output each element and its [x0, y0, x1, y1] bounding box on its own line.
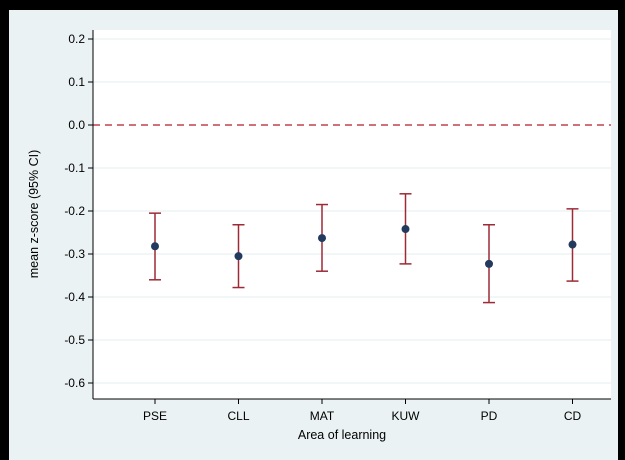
x-axis-title: Area of learning	[298, 428, 386, 442]
x-tick-label: PSE	[143, 409, 167, 423]
chart-panel: 0.2 0.1 0.0 -0.1 -0.2 -0.3 -0.4 -0.5 -0.6 PSE CLL…	[9, 10, 618, 460]
error-bar-group	[483, 224, 495, 304]
plot-area	[93, 30, 611, 399]
y-tick-label: -0.5	[64, 333, 85, 347]
data-point	[568, 240, 577, 249]
x-tick-label: CLL	[227, 409, 249, 423]
data-point	[485, 259, 493, 268]
y-tick-label: -0.3	[64, 247, 85, 261]
error-bar-group	[316, 203, 328, 272]
y-tick-label: 0.1	[68, 75, 85, 89]
error-bar-group	[566, 208, 579, 282]
error-bar-group	[232, 224, 245, 289]
data-point	[318, 234, 326, 243]
x-tick-label: PD	[481, 409, 498, 423]
y-tick-label: 0.0	[68, 118, 85, 132]
y-tick-label: -0.4	[64, 290, 85, 304]
data-marks	[149, 193, 579, 304]
error-bar-group	[399, 193, 412, 265]
data-point	[401, 225, 410, 234]
y-tick-label: -0.2	[64, 204, 85, 218]
data-point	[234, 252, 243, 261]
x-tick-label: CD	[564, 409, 582, 423]
y-tick-label: -0.6	[64, 376, 85, 390]
y-axis-title: mean z-score (95% CI)	[27, 150, 41, 279]
y-tick-label: -0.1	[64, 161, 85, 175]
y-ticks: 0.2 0.1 0.0 -0.1 -0.2 -0.3 -0.4 -0.5 -0.6	[64, 32, 93, 390]
x-ticks: PSE CLL MAT KUW PD CD	[143, 399, 582, 423]
x-tick-label: MAT	[310, 409, 335, 423]
x-tick-label: KUW	[392, 409, 421, 423]
y-tick-label: 0.2	[68, 32, 85, 46]
chart-svg: 0.2 0.1 0.0 -0.1 -0.2 -0.3 -0.4 -0.5 -0.6 PSE CLL…	[27, 30, 611, 442]
error-bar-group	[149, 212, 161, 281]
data-point	[151, 242, 159, 251]
gridlines	[93, 38, 611, 384]
